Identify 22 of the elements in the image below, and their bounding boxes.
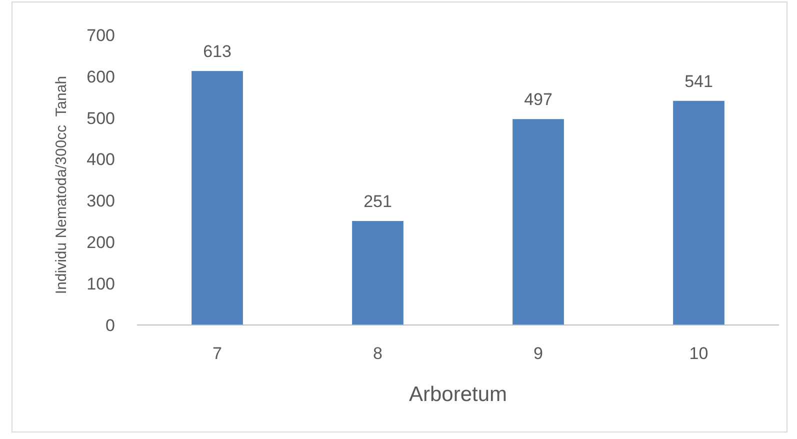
x-tick-label: 8 bbox=[373, 344, 382, 363]
x-tick-label: 7 bbox=[212, 344, 222, 363]
bar bbox=[512, 119, 564, 325]
y-tick-label: 500 bbox=[86, 108, 115, 128]
y-axis-title: Individu Nematoda/300cc Tanah bbox=[53, 76, 70, 294]
y-tick-label: 200 bbox=[86, 233, 115, 252]
bar bbox=[352, 221, 404, 325]
x-tick-label: 9 bbox=[534, 344, 543, 363]
bar bbox=[192, 71, 243, 325]
y-tick-label: 700 bbox=[86, 26, 115, 45]
y-tick-label: 600 bbox=[86, 67, 115, 86]
x-axis-title: Arboretum bbox=[408, 383, 508, 406]
y-tick-label: 0 bbox=[106, 316, 115, 335]
data-label: 541 bbox=[684, 72, 713, 91]
y-tick-label: 300 bbox=[86, 192, 115, 211]
x-tick-label: 10 bbox=[689, 344, 708, 363]
data-label: 613 bbox=[203, 42, 232, 62]
data-label: 251 bbox=[364, 192, 392, 212]
data-label: 497 bbox=[524, 90, 552, 110]
y-tick-label: 400 bbox=[86, 150, 115, 170]
y-tick-label: 100 bbox=[86, 274, 115, 294]
bar bbox=[673, 100, 724, 325]
